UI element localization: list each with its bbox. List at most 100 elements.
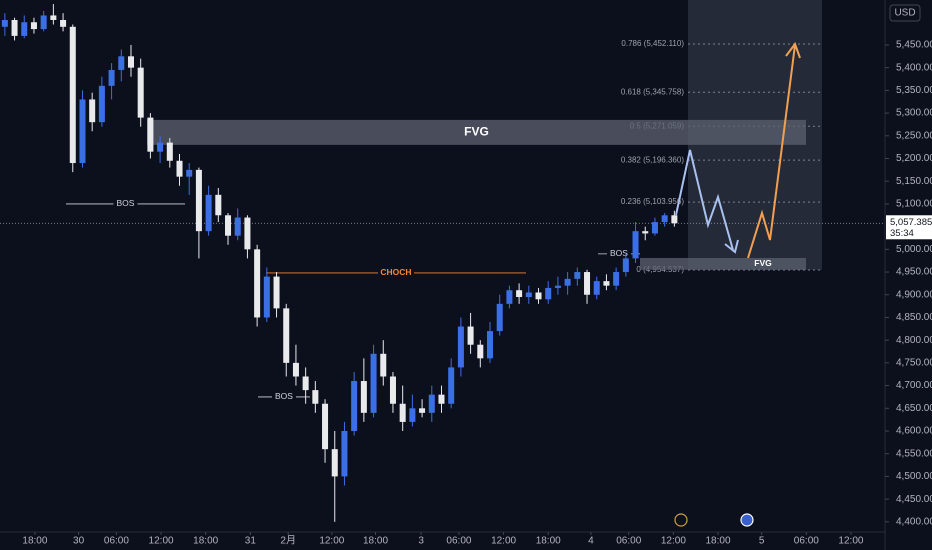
candle-body: [506, 290, 513, 304]
candle-body: [661, 215, 668, 223]
y-tick-label: 4,850.000: [896, 312, 932, 323]
candle-body: [244, 217, 251, 250]
candle-body: [642, 231, 649, 234]
x-tick-label: 12:00: [661, 536, 686, 547]
candle-body: [79, 99, 86, 164]
projection-up: [747, 44, 796, 259]
candle-body: [360, 381, 367, 413]
fvg-label: FVG: [464, 125, 489, 139]
x-tick-label: 06:00: [794, 536, 819, 547]
candle-body: [564, 278, 571, 286]
y-tick-label: 4,600.000: [896, 426, 932, 437]
x-tick-label: 2月: [280, 535, 296, 547]
y-tick-label: 4,700.000: [896, 380, 932, 391]
candle-body: [273, 276, 280, 309]
x-tick-label: 12:00: [838, 536, 863, 547]
arrowhead: [724, 239, 739, 254]
candle-body: [331, 449, 338, 477]
event-icon[interactable]: [674, 513, 688, 527]
y-tick-label: 5,250.000: [896, 130, 932, 141]
candle-body: [438, 394, 445, 404]
candle-body: [118, 56, 125, 70]
candle-body: [477, 344, 484, 359]
candle-body: [50, 15, 57, 20]
x-tick-label: 12:00: [149, 536, 174, 547]
candle-body: [215, 194, 222, 216]
label-bg: [378, 266, 414, 279]
candle-body: [516, 290, 523, 298]
countdown: 35:34: [890, 228, 914, 239]
y-tick-label: 4,650.000: [896, 403, 932, 414]
overlays: [674, 41, 801, 527]
x-tick-label: 18:00: [536, 536, 561, 547]
candle-body: [574, 272, 581, 279]
candle-body: [496, 303, 503, 332]
candle-body: [409, 408, 416, 422]
candle-body: [671, 215, 678, 224]
candle-body: [30, 22, 37, 30]
candle-body: [428, 394, 435, 413]
currency-box[interactable]: [889, 4, 921, 22]
candle-body: [448, 367, 455, 404]
candle-body: [176, 160, 183, 177]
y-tick-label: 4,750.000: [896, 358, 932, 369]
y-tick-label: 5,000.000: [896, 244, 932, 255]
candle-body: [137, 67, 144, 118]
candle-body: [166, 142, 173, 161]
candle-body: [351, 381, 358, 431]
candle-body: [341, 430, 348, 477]
currency: USD: [894, 8, 915, 19]
x-tick-label: 12:00: [491, 536, 516, 547]
fib-label: 0.382 (5,196.360): [621, 155, 684, 164]
y-tick-label: 4,550.000: [896, 448, 932, 459]
fvg-zone: [147, 119, 806, 145]
fib-label: 0.618 (5,345.758): [621, 87, 684, 96]
price-label: 5,057.385: [890, 217, 932, 228]
y-tick-label: 5,450.000: [896, 40, 932, 51]
y-tick-label: 5,350.000: [896, 85, 932, 96]
y-tick-label: 5,150.000: [896, 176, 932, 187]
candle-body: [98, 85, 105, 123]
candle-body: [69, 26, 76, 164]
candle-body: [11, 19, 18, 36]
candle-body: [554, 285, 561, 288]
candle-body: [89, 99, 96, 123]
candle-body: [147, 117, 154, 152]
candle-body: [1, 19, 8, 27]
candles: [1, 4, 678, 522]
candle-body: [108, 69, 115, 86]
x-tick-label: 18:00: [193, 536, 218, 547]
y-tick-label: 5,200.000: [896, 153, 932, 164]
candle-body: [205, 194, 212, 232]
candle-body: [283, 308, 290, 363]
y-tick-label: 4,800.000: [896, 335, 932, 346]
y-tick-label: 4,950.000: [896, 267, 932, 278]
candle-body: [593, 281, 600, 295]
candle-body: [21, 22, 28, 36]
candle-body: [225, 215, 232, 236]
candle-body: [603, 281, 610, 286]
x-tick-label: 30: [73, 536, 85, 547]
projection-down: [675, 149, 734, 251]
candle-body: [651, 222, 658, 234]
y-tick-label: 4,500.000: [896, 471, 932, 482]
candle-body: [613, 272, 620, 286]
candle-body: [312, 390, 319, 404]
x-tick-label: 18:00: [706, 536, 731, 547]
candle-body: [254, 249, 261, 318]
x-tick-label: 31: [245, 536, 257, 547]
flag-icon[interactable]: [740, 513, 754, 527]
fib-label: 0.786 (5,452.110): [621, 39, 684, 48]
candle-body: [399, 403, 406, 422]
fvg-zone: [640, 257, 806, 270]
price-box: [886, 215, 932, 240]
structure-label: CHOCH: [380, 267, 411, 277]
candle-body: [186, 169, 193, 177]
y-tick-label: 4,400.000: [896, 516, 932, 527]
candle-body: [292, 362, 299, 377]
candle-body: [389, 376, 396, 404]
candle-body: [370, 353, 377, 413]
candle-body: [584, 272, 591, 295]
structure-label: BOS: [275, 391, 293, 401]
